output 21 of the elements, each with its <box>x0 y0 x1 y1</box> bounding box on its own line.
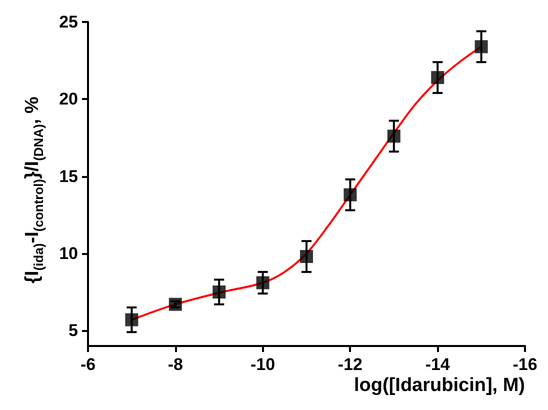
point <box>474 40 488 54</box>
x-tick-label: -12 <box>338 355 362 374</box>
point <box>344 188 357 202</box>
point <box>300 250 313 264</box>
y-tick-label: 20 <box>59 90 78 109</box>
point <box>125 313 138 326</box>
x-axis-title: log([Idarubicin], M) <box>354 375 525 396</box>
point <box>212 286 226 298</box>
point <box>168 298 182 311</box>
x-tick-label: -10 <box>250 355 276 374</box>
x-tick-label: -16 <box>512 355 538 374</box>
y-tick-label: 25 <box>59 12 78 32</box>
x-tick-label: -8 <box>168 355 183 374</box>
y-tick-label: 5 <box>68 321 78 340</box>
x-tick-label: -6 <box>80 355 96 374</box>
point <box>256 276 270 290</box>
y-tick-label: 10 <box>59 244 78 263</box>
point <box>431 71 444 84</box>
y-tick-label: 15 <box>59 166 78 186</box>
x-tick-label: -14 <box>425 355 450 374</box>
point <box>387 130 400 143</box>
